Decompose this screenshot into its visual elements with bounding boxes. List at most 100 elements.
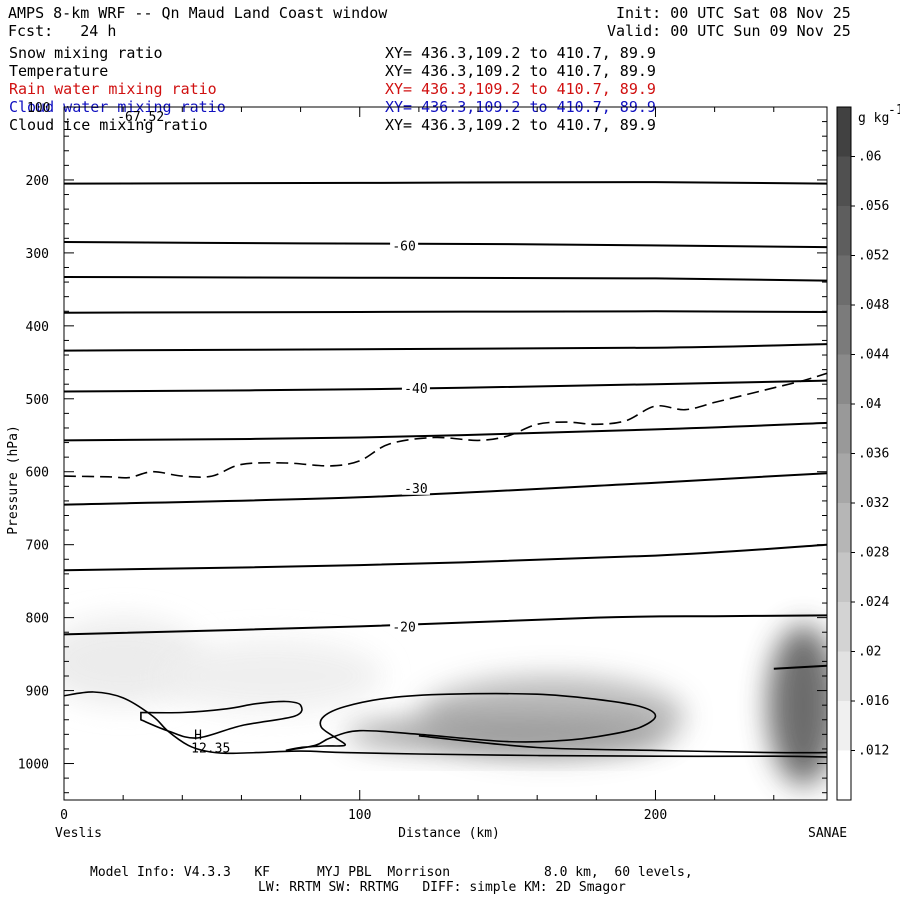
x-end-label: SANAE bbox=[808, 826, 847, 841]
colorbar: g kg-1 .06 .056 .052 .048 .044 .04 .036 .032 .028… bbox=[836, 103, 900, 801]
colorbar-unit: g kg bbox=[858, 111, 889, 126]
colorbar-tick-label: .032 bbox=[858, 496, 889, 511]
colorbar-tick-label: .048 bbox=[858, 298, 889, 313]
y-tick-label: 500 bbox=[26, 393, 49, 408]
isotherm-line bbox=[64, 310, 827, 314]
colorbar-tick-label: .016 bbox=[858, 694, 889, 709]
colorbar-cell bbox=[837, 602, 851, 652]
forecast-hour: Fcst: 24 h bbox=[8, 22, 117, 40]
surface-contours bbox=[64, 691, 827, 758]
y-tick-label: 1000 bbox=[18, 758, 49, 773]
colorbar-cell bbox=[837, 255, 851, 306]
mixing-ratio-shading bbox=[64, 617, 827, 786]
surface-contour bbox=[140, 700, 303, 739]
colorbar-cell bbox=[837, 453, 851, 504]
annotation: -67.52 bbox=[117, 110, 164, 125]
x-tick-label: 100 bbox=[348, 808, 371, 823]
annotation: 12.35 bbox=[191, 741, 230, 756]
colorbar-cell bbox=[837, 404, 851, 454]
x-axis: 0 100 200 bbox=[60, 107, 775, 823]
isotherm-line bbox=[64, 276, 827, 282]
legend-xy: XY= 436.3,109.2 to 410.7, 89.9 bbox=[385, 44, 656, 62]
colorbar-tick-label: .056 bbox=[858, 199, 889, 214]
legend-xy: XY= 436.3,109.2 to 410.7, 89.9 bbox=[385, 80, 656, 98]
y-top-tick-label: 100 bbox=[27, 101, 50, 116]
temperature-label: -60 bbox=[392, 240, 415, 255]
valid-time: Valid: 00 UTC Sun 09 Nov 25 bbox=[607, 22, 851, 40]
y-tick-label: 700 bbox=[26, 539, 49, 554]
temperature-label: -30 bbox=[404, 482, 427, 497]
legend-label: Cloud ice mixing ratio bbox=[9, 116, 208, 134]
isotherm-line bbox=[64, 472, 827, 506]
colorbar-tick-label: .012 bbox=[858, 744, 889, 759]
x-start-label: Veslis bbox=[55, 826, 102, 841]
temperature-contours bbox=[64, 181, 827, 670]
temperature-label-bg bbox=[390, 618, 419, 634]
y-axis-label: Pressure (hPa) bbox=[6, 425, 21, 535]
plot-frame bbox=[63, 106, 828, 801]
y-tick-label: 800 bbox=[26, 612, 49, 627]
model-info-line2: LW: RRTM SW: RRTMG DIFF: simple KM: 2D S… bbox=[258, 880, 626, 895]
colorbar-tick-label: .052 bbox=[858, 249, 889, 264]
temperature-label-bg bbox=[390, 237, 419, 253]
chart-title: AMPS 8-km WRF -- Qn Maud Land Coast wind… bbox=[8, 4, 388, 22]
shading-blob bbox=[158, 639, 384, 713]
colorbar-cell bbox=[837, 354, 851, 405]
isotherm-line bbox=[64, 614, 827, 636]
temperature-label: -20 bbox=[392, 620, 415, 635]
legend-label: Snow mixing ratio bbox=[9, 44, 163, 62]
surface-contour bbox=[418, 735, 827, 754]
annotations: -67.52 H12.35 bbox=[117, 110, 230, 757]
temperature-labels: -60 -40 -30 -20 bbox=[390, 237, 430, 635]
colorbar-tick-label: .028 bbox=[858, 546, 889, 561]
legend-xy: XY= 436.3,109.2 to 410.7, 89.9 bbox=[385, 62, 656, 80]
isotherm-line bbox=[64, 543, 827, 572]
isotherm-line bbox=[773, 664, 827, 670]
dashed-contour bbox=[64, 372, 827, 479]
colorbar-cell bbox=[837, 503, 851, 553]
y-axis: 200 300 400 500 600 700 800 900 1000 100 bbox=[18, 101, 827, 794]
annotation: H bbox=[194, 728, 202, 743]
colorbar-tick-label: .024 bbox=[858, 595, 889, 610]
isotherm-line bbox=[64, 421, 827, 442]
colorbar-cell bbox=[837, 305, 851, 355]
colorbar-tick-label: .04 bbox=[858, 397, 882, 412]
colorbar-tick-label: .02 bbox=[858, 645, 881, 660]
legend-label: Rain water mixing ratio bbox=[9, 80, 217, 98]
colorbar-cell bbox=[837, 107, 851, 157]
temperature-label-bg bbox=[401, 479, 430, 495]
isotherm-line bbox=[64, 343, 827, 352]
shading-blob bbox=[767, 624, 827, 786]
x-axis-label: Distance (km) bbox=[398, 826, 500, 841]
isotherm-line bbox=[64, 379, 827, 393]
y-tick-label: 900 bbox=[26, 685, 49, 700]
surface-contour bbox=[285, 692, 657, 752]
colorbar-cell bbox=[837, 701, 851, 751]
colorbar-unit-sup: -1 bbox=[888, 103, 900, 118]
colorbar-cell bbox=[837, 206, 851, 256]
y-tick-label: 400 bbox=[26, 320, 49, 335]
temperature-label: -40 bbox=[404, 382, 427, 397]
colorbar-tick-label: .06 bbox=[858, 150, 881, 165]
y-tick-label: 200 bbox=[26, 174, 49, 189]
y-tick-label: 300 bbox=[26, 247, 49, 262]
isotherm-line bbox=[64, 181, 827, 185]
shading-blob bbox=[344, 716, 671, 753]
x-tick-label: 200 bbox=[644, 808, 667, 823]
colorbar-tick-label: .044 bbox=[858, 348, 889, 363]
colorbar-tick-label: .036 bbox=[858, 447, 889, 462]
colorbar-cell bbox=[837, 651, 851, 702]
init-time: Init: 00 UTC Sat 08 Nov 25 bbox=[616, 4, 851, 22]
model-info-line1: Model Info: V4.3.3 KF MYJ PBL Morrison 8… bbox=[90, 865, 693, 880]
surface-contour bbox=[64, 691, 827, 758]
legend-xy: XY= 436.3,109.2 to 410.7, 89.9 bbox=[385, 116, 656, 134]
temperature-label-bg bbox=[401, 379, 430, 395]
colorbar-cell bbox=[837, 750, 851, 801]
x-tick-label: 0 bbox=[60, 808, 68, 823]
colorbar-cell bbox=[837, 552, 851, 603]
legend-label: Temperature bbox=[9, 62, 109, 80]
colorbar-cell bbox=[837, 156, 851, 207]
y-tick-label: 600 bbox=[26, 466, 49, 481]
isotherm-line bbox=[64, 241, 827, 249]
